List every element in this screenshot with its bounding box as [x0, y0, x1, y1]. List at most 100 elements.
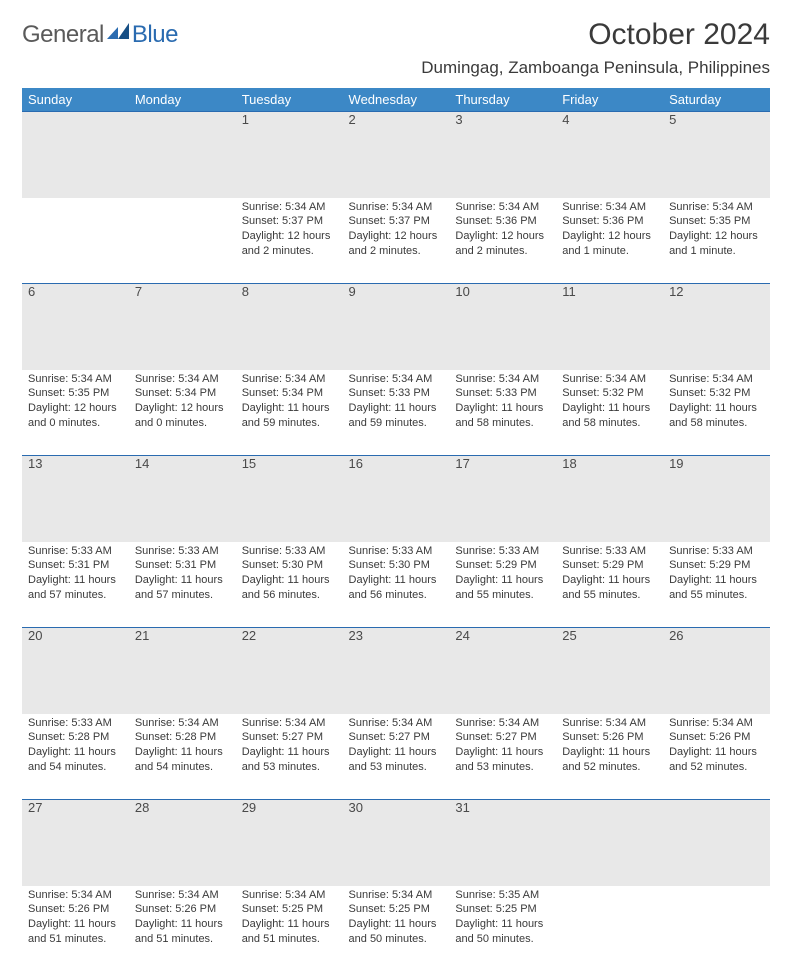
logo-text-blue: Blue — [132, 21, 178, 49]
day-number-row: 20212223242526 — [22, 628, 770, 714]
day-number: 17 — [449, 456, 556, 542]
day-cell — [22, 198, 129, 284]
day-of-week-row: SundayMondayTuesdayWednesdayThursdayFrid… — [22, 88, 770, 112]
day-details: Sunrise: 5:33 AMSunset: 5:31 PMDaylight:… — [135, 542, 230, 603]
day-number-row: 6789101112 — [22, 284, 770, 370]
day-number: 12 — [663, 284, 770, 370]
day-cell: Sunrise: 5:35 AMSunset: 5:25 PMDaylight:… — [449, 886, 556, 972]
day-body-row: Sunrise: 5:33 AMSunset: 5:31 PMDaylight:… — [22, 542, 770, 628]
day-details: Sunrise: 5:34 AMSunset: 5:33 PMDaylight:… — [455, 370, 550, 431]
day-cell: Sunrise: 5:34 AMSunset: 5:33 PMDaylight:… — [449, 370, 556, 456]
day-details: Sunrise: 5:34 AMSunset: 5:34 PMDaylight:… — [135, 370, 230, 431]
day-cell: Sunrise: 5:34 AMSunset: 5:34 PMDaylight:… — [236, 370, 343, 456]
day-cell: Sunrise: 5:34 AMSunset: 5:36 PMDaylight:… — [556, 198, 663, 284]
dow-header: Saturday — [663, 88, 770, 112]
day-number: 30 — [343, 800, 450, 886]
day-details: Sunrise: 5:33 AMSunset: 5:29 PMDaylight:… — [455, 542, 550, 603]
day-number: 22 — [236, 628, 343, 714]
location-subtitle: Dumingag, Zamboanga Peninsula, Philippin… — [421, 58, 770, 78]
day-cell: Sunrise: 5:34 AMSunset: 5:26 PMDaylight:… — [663, 714, 770, 800]
day-details: Sunrise: 5:33 AMSunset: 5:30 PMDaylight:… — [242, 542, 337, 603]
day-body-row: Sunrise: 5:33 AMSunset: 5:28 PMDaylight:… — [22, 714, 770, 800]
day-number: 18 — [556, 456, 663, 542]
day-details: Sunrise: 5:34 AMSunset: 5:26 PMDaylight:… — [562, 714, 657, 775]
day-details: Sunrise: 5:34 AMSunset: 5:27 PMDaylight:… — [242, 714, 337, 775]
day-cell: Sunrise: 5:34 AMSunset: 5:26 PMDaylight:… — [22, 886, 129, 972]
day-number-row: 2728293031 — [22, 800, 770, 886]
day-details: Sunrise: 5:34 AMSunset: 5:35 PMDaylight:… — [28, 370, 123, 431]
day-cell: Sunrise: 5:34 AMSunset: 5:27 PMDaylight:… — [343, 714, 450, 800]
day-cell: Sunrise: 5:33 AMSunset: 5:30 PMDaylight:… — [343, 542, 450, 628]
day-number: 21 — [129, 628, 236, 714]
dow-header: Tuesday — [236, 88, 343, 112]
day-details: Sunrise: 5:34 AMSunset: 5:32 PMDaylight:… — [669, 370, 764, 431]
day-details: Sunrise: 5:34 AMSunset: 5:36 PMDaylight:… — [455, 198, 550, 259]
day-details: Sunrise: 5:33 AMSunset: 5:31 PMDaylight:… — [28, 542, 123, 603]
day-cell: Sunrise: 5:34 AMSunset: 5:25 PMDaylight:… — [343, 886, 450, 972]
logo: General Blue — [22, 18, 178, 49]
day-cell — [129, 198, 236, 284]
dow-header: Sunday — [22, 88, 129, 112]
day-cell: Sunrise: 5:34 AMSunset: 5:36 PMDaylight:… — [449, 198, 556, 284]
day-number: 28 — [129, 800, 236, 886]
day-number: 8 — [236, 284, 343, 370]
day-number: 14 — [129, 456, 236, 542]
day-cell: Sunrise: 5:34 AMSunset: 5:37 PMDaylight:… — [236, 198, 343, 284]
day-cell: Sunrise: 5:33 AMSunset: 5:29 PMDaylight:… — [556, 542, 663, 628]
day-cell: Sunrise: 5:34 AMSunset: 5:27 PMDaylight:… — [449, 714, 556, 800]
dow-header: Thursday — [449, 88, 556, 112]
calendar-table: SundayMondayTuesdayWednesdayThursdayFrid… — [22, 88, 770, 972]
dow-header: Friday — [556, 88, 663, 112]
day-details: Sunrise: 5:34 AMSunset: 5:25 PMDaylight:… — [349, 886, 444, 947]
day-details: Sunrise: 5:33 AMSunset: 5:29 PMDaylight:… — [562, 542, 657, 603]
day-number: 13 — [22, 456, 129, 542]
page-title: October 2024 — [421, 18, 770, 52]
day-number — [129, 112, 236, 198]
day-cell: Sunrise: 5:34 AMSunset: 5:32 PMDaylight:… — [556, 370, 663, 456]
day-body-row: Sunrise: 5:34 AMSunset: 5:26 PMDaylight:… — [22, 886, 770, 972]
day-cell: Sunrise: 5:33 AMSunset: 5:28 PMDaylight:… — [22, 714, 129, 800]
header: General Blue October 2024 Dumingag, Zamb… — [22, 18, 770, 78]
day-number: 19 — [663, 456, 770, 542]
day-number: 26 — [663, 628, 770, 714]
day-details: Sunrise: 5:34 AMSunset: 5:26 PMDaylight:… — [28, 886, 123, 947]
day-number: 2 — [343, 112, 450, 198]
day-details: Sunrise: 5:34 AMSunset: 5:28 PMDaylight:… — [135, 714, 230, 775]
day-number: 9 — [343, 284, 450, 370]
day-number: 3 — [449, 112, 556, 198]
day-details: Sunrise: 5:35 AMSunset: 5:25 PMDaylight:… — [455, 886, 550, 947]
day-details: Sunrise: 5:34 AMSunset: 5:35 PMDaylight:… — [669, 198, 764, 259]
dow-header: Wednesday — [343, 88, 450, 112]
day-number — [663, 800, 770, 886]
day-cell: Sunrise: 5:34 AMSunset: 5:25 PMDaylight:… — [236, 886, 343, 972]
day-number: 20 — [22, 628, 129, 714]
day-details: Sunrise: 5:34 AMSunset: 5:27 PMDaylight:… — [349, 714, 444, 775]
day-number: 10 — [449, 284, 556, 370]
day-cell — [663, 886, 770, 972]
logo-text-general: General — [22, 21, 104, 49]
day-details: Sunrise: 5:33 AMSunset: 5:29 PMDaylight:… — [669, 542, 764, 603]
day-cell: Sunrise: 5:34 AMSunset: 5:26 PMDaylight:… — [556, 714, 663, 800]
day-number — [556, 800, 663, 886]
day-number: 7 — [129, 284, 236, 370]
day-details: Sunrise: 5:33 AMSunset: 5:28 PMDaylight:… — [28, 714, 123, 775]
calendar-body: 12345Sunrise: 5:34 AMSunset: 5:37 PMDayl… — [22, 112, 770, 972]
day-details: Sunrise: 5:34 AMSunset: 5:33 PMDaylight:… — [349, 370, 444, 431]
day-details: Sunrise: 5:34 AMSunset: 5:34 PMDaylight:… — [242, 370, 337, 431]
day-cell: Sunrise: 5:33 AMSunset: 5:29 PMDaylight:… — [663, 542, 770, 628]
day-details: Sunrise: 5:34 AMSunset: 5:26 PMDaylight:… — [135, 886, 230, 947]
title-block: October 2024 Dumingag, Zamboanga Peninsu… — [421, 18, 770, 78]
day-number: 25 — [556, 628, 663, 714]
day-cell: Sunrise: 5:34 AMSunset: 5:37 PMDaylight:… — [343, 198, 450, 284]
day-number: 11 — [556, 284, 663, 370]
day-cell: Sunrise: 5:34 AMSunset: 5:32 PMDaylight:… — [663, 370, 770, 456]
day-cell: Sunrise: 5:34 AMSunset: 5:27 PMDaylight:… — [236, 714, 343, 800]
day-number: 27 — [22, 800, 129, 886]
day-details: Sunrise: 5:33 AMSunset: 5:30 PMDaylight:… — [349, 542, 444, 603]
day-cell: Sunrise: 5:34 AMSunset: 5:35 PMDaylight:… — [663, 198, 770, 284]
day-number: 4 — [556, 112, 663, 198]
day-cell: Sunrise: 5:33 AMSunset: 5:31 PMDaylight:… — [129, 542, 236, 628]
day-details: Sunrise: 5:34 AMSunset: 5:36 PMDaylight:… — [562, 198, 657, 259]
day-number: 23 — [343, 628, 450, 714]
day-cell: Sunrise: 5:33 AMSunset: 5:29 PMDaylight:… — [449, 542, 556, 628]
